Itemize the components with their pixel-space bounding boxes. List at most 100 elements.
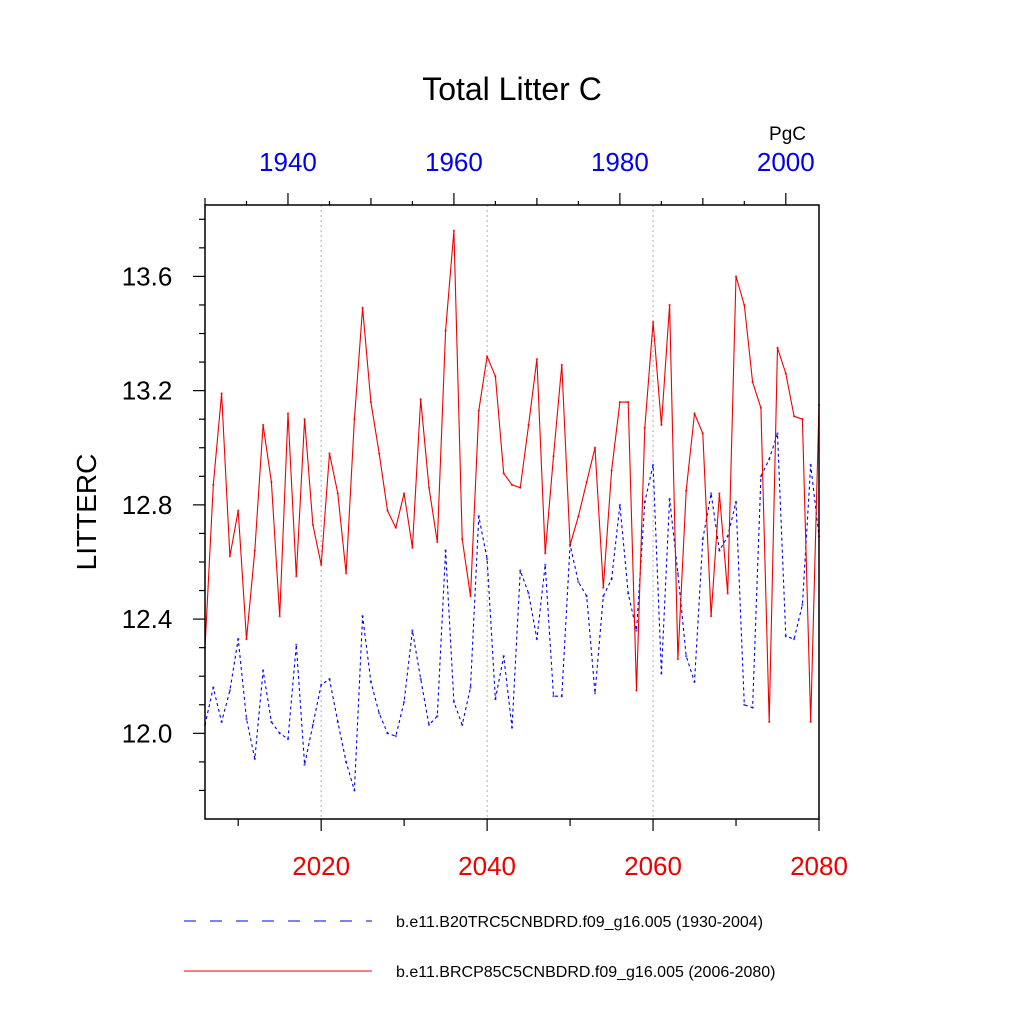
data-point <box>261 423 265 427</box>
data-point <box>452 700 456 704</box>
data-point <box>245 637 248 641</box>
data-point <box>759 475 763 478</box>
data-point <box>386 732 389 735</box>
data-point <box>469 595 472 598</box>
data-point <box>643 426 646 429</box>
x-bottom-tick-label: 2020 <box>292 851 350 881</box>
data-point <box>809 720 812 724</box>
data-point <box>461 537 464 541</box>
y-tick-label: 13.2 <box>122 376 173 406</box>
data-point <box>726 535 729 538</box>
data-point <box>320 563 323 566</box>
data-point <box>792 415 796 418</box>
x-bottom-tick-label: 2060 <box>624 851 682 881</box>
data-point <box>635 689 638 692</box>
y-tick-label: 13.6 <box>122 261 173 291</box>
data-point <box>734 500 738 504</box>
data-point <box>469 686 472 689</box>
data-point <box>270 480 273 484</box>
data-point <box>685 655 688 658</box>
data-point <box>386 509 389 512</box>
x-top-tick-label: 1960 <box>425 147 483 177</box>
units-label: PgC <box>769 124 806 145</box>
x-bottom-tick-label: 2080 <box>790 851 848 881</box>
data-point <box>212 483 215 487</box>
data-point <box>701 432 704 435</box>
data-point <box>544 563 547 566</box>
data-point <box>709 492 713 495</box>
data-point <box>734 275 738 278</box>
data-point <box>378 452 381 455</box>
data-point <box>693 680 696 684</box>
data-point <box>361 306 364 309</box>
data-point <box>510 726 514 729</box>
data-point <box>709 615 713 618</box>
data-point <box>627 592 630 595</box>
axes: 2020 2040 2060 2080 1940 1960 1980 2000 12.0 12.4… <box>122 147 848 881</box>
data-point <box>527 592 530 595</box>
y-tick-label: 12.4 <box>122 604 173 634</box>
data-point <box>602 586 605 589</box>
data-point <box>419 398 422 401</box>
plot-frame <box>204 204 820 820</box>
data-point <box>651 463 655 467</box>
data-point <box>552 455 555 458</box>
x-top-tick-label: 2000 <box>757 147 815 177</box>
data-point <box>253 757 256 761</box>
data-point <box>660 672 663 675</box>
data-point <box>452 229 456 232</box>
data-point <box>660 423 663 427</box>
data-point <box>751 380 754 384</box>
data-point <box>286 412 290 415</box>
data-point <box>535 358 539 361</box>
data-point <box>618 503 622 507</box>
data-point <box>801 603 804 606</box>
data-point <box>286 737 290 741</box>
data-point <box>303 418 306 421</box>
x-top-tick-label: 1940 <box>259 147 317 177</box>
data-point <box>718 549 721 552</box>
data-point <box>328 677 331 681</box>
data-point <box>228 555 232 558</box>
data-point <box>369 680 373 684</box>
data-point <box>577 580 580 584</box>
data-point <box>237 637 240 641</box>
data-point <box>602 595 605 598</box>
data-point <box>809 463 812 467</box>
data-point <box>485 355 489 358</box>
data-point <box>336 720 339 724</box>
data-point <box>768 458 771 461</box>
data-point <box>502 472 505 475</box>
data-point <box>726 592 729 595</box>
data-point <box>361 615 364 618</box>
series-line-2 <box>204 230 820 723</box>
chart-title: Total Litter C <box>422 71 602 107</box>
data-point <box>519 486 522 489</box>
data-point <box>560 363 563 367</box>
data-point <box>560 695 563 698</box>
data-point <box>394 735 397 738</box>
data-point <box>411 546 414 549</box>
data-point <box>743 703 746 706</box>
data-point <box>394 526 397 529</box>
data-point <box>792 637 796 641</box>
data-point <box>295 575 298 578</box>
legend-label: b.e11.B20TRC5CNBDRD.f09_g16.005 (1930-20… <box>396 914 763 931</box>
data-point <box>676 572 680 575</box>
data-point <box>651 320 655 324</box>
data-point <box>668 303 671 307</box>
data-point <box>228 689 232 692</box>
data-point <box>643 500 646 504</box>
data-point <box>427 486 431 489</box>
data-point <box>519 569 522 572</box>
y-axis-label: LITTERC <box>71 454 102 571</box>
data-point <box>751 706 754 709</box>
data-point <box>419 677 422 681</box>
data-point <box>776 346 779 349</box>
data-point <box>444 549 447 552</box>
data-point <box>784 635 787 638</box>
x-top-tick-label: 1980 <box>591 147 649 177</box>
data-point <box>378 712 381 715</box>
series-group <box>203 229 821 792</box>
